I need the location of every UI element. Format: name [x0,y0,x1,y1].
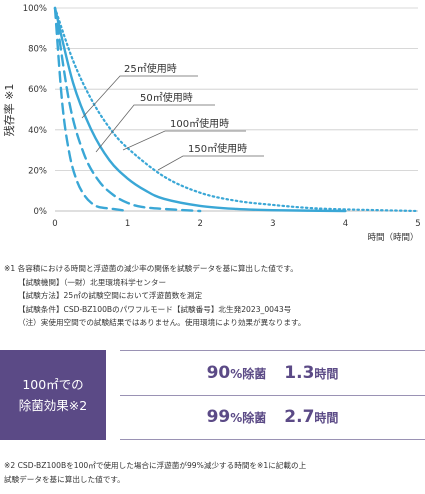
footnote-2: ※2 CSD-BZ100Bを100㎡で使用した場合に浮遊菌が99%減少する時間を… [4,459,422,486]
effect-percent: 90 [206,363,231,383]
footnote-1-line: 【試験条件】CSD-BZ100Bのパワフルモード【試験番号】北生発2023_00… [18,304,292,314]
series-label: 50㎡使用時 [140,91,193,104]
effect-percent-unit: %除菌 [230,366,267,381]
series-leader-line [122,130,246,151]
x-tick-label: 4 [343,219,348,229]
series-leader-line [157,155,264,171]
y-axis-label: 残存率 ※1 [2,84,16,137]
x-tick-label: 5 [415,219,420,229]
x-tick-label: 2 [197,219,202,229]
effect-time-unit: 時間 [314,410,339,425]
y-tick-label: 100% [23,4,47,14]
effect-label-line1: 100㎡での [22,377,84,392]
x-tick-label: 1 [125,219,130,229]
footnote-1-line: （注）実使用空間での試験結果ではありません。使用環境により効果が異なります。 [18,318,306,328]
series-25m2 [53,6,129,213]
footnote-1-line: 【試験方法】25㎡の試験空間において浮遊菌数を測定 [18,291,203,301]
series-label: 25㎡使用時 [124,62,177,75]
effect-percent-unit: %除菌 [230,410,267,425]
effect-time-unit: 時間 [314,366,339,381]
effect-time: 2.7 [284,407,315,427]
footnote-2-line: ※2 CSD-BZ100Bを100㎡で使用した場合に浮遊菌が99%減少する時間を… [4,461,307,470]
y-tick-label: 0% [34,207,48,217]
footnote-1-line: 【試験機関】（一財）北里環境科学センター [18,277,167,287]
x-tick-label: 3 [270,219,275,229]
series-150m2 [53,6,420,213]
y-tick-label: 80% [28,45,47,55]
effect-label-box: 100㎡での 除菌効果※2 [0,350,106,440]
y-tick-label: 40% [28,126,47,136]
x-axis-label: 時間（時間） [367,232,418,243]
effect-time: 1.3 [284,363,315,383]
x-tick-label: 0 [52,219,57,229]
series-50m2 [53,6,202,213]
effect-row-99: 99 %除菌 2.7 時間 [120,395,425,440]
y-tick-label: 20% [28,166,47,176]
decay-chart: 0% 20% 40% 60% 80% 100% 0 1 2 3 4 5 25㎡使用時 50㎡使用時 100… [2,4,421,243]
footnote-2-line: 試験データを基に算出した値です。 [4,474,125,484]
footnote-1: ※1 各容積における時間と浮遊菌の減少率の関係を試験データを基に算出した値です。… [4,262,422,330]
series-leader-line [81,75,198,119]
series-label: 150㎡使用時 [188,142,247,155]
series-label: 100㎡使用時 [170,117,229,130]
effect-percent: 99 [206,407,231,427]
y-tick-label: 60% [28,85,47,95]
footnote-1-line: ※1 各容積における時間と浮遊菌の減少率の関係を試験データを基に算出した値です。 [4,264,298,273]
sterilization-effect-panel: 100㎡での 除菌効果※2 90 %除菌 1.3 時間 99 %除菌 2.7 時… [0,350,425,440]
effect-label-line2: 除菌効果※2 [18,398,88,413]
effect-row-90: 90 %除菌 1.3 時間 [120,350,425,396]
series-leader-line [95,104,215,153]
